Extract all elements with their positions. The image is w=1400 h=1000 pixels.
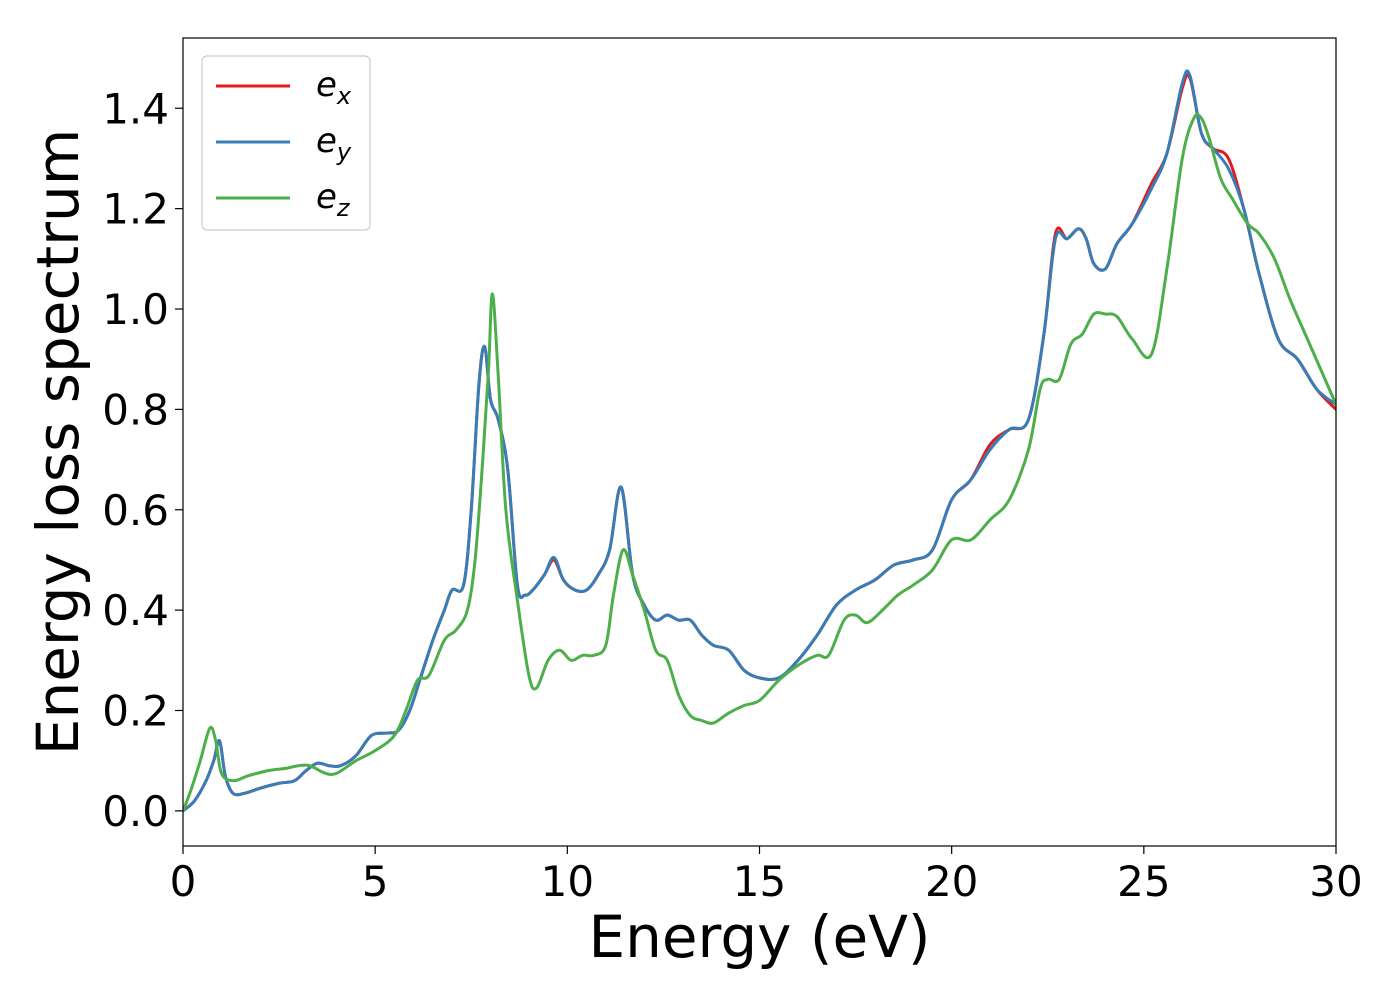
y-tick-label: 1.2 (102, 185, 169, 234)
x-tick-label: 0 (170, 857, 197, 906)
legend-label-e-y: ey (316, 121, 352, 166)
y-tick-label: 0.8 (102, 385, 169, 434)
y-tick-label: 0.6 (102, 486, 169, 535)
x-tick-label: 5 (362, 857, 389, 906)
legend-label-e-z: ez (316, 177, 351, 222)
y-tick-label: 0.2 (102, 686, 169, 735)
y-tick-label: 1.0 (102, 285, 169, 334)
x-tick-label: 10 (541, 857, 594, 906)
y-tick-label: 1.4 (102, 84, 169, 133)
x-tick-label: 30 (1309, 857, 1362, 906)
legend: ex ey ez (201, 55, 371, 231)
y-axis-ticks: 0.0 0.2 0.4 0.6 0.8 1.0 1.2 1.4 (102, 84, 183, 836)
x-tick-label: 25 (1117, 857, 1170, 906)
x-axis-ticks: 0 5 10 15 20 25 30 (170, 846, 1363, 906)
x-axis-title: Energy (eV) (588, 903, 930, 971)
x-tick-label: 15 (733, 857, 786, 906)
y-tick-label: 0.4 (102, 586, 169, 635)
y-axis-title: Energy loss spectrum (24, 129, 92, 755)
series-line-e-y (183, 69, 1336, 813)
series-line-e-z (183, 112, 1336, 813)
series-layer (183, 69, 1336, 813)
legend-label-e-x: ex (316, 65, 352, 110)
y-tick-label: 0.0 (102, 787, 169, 836)
x-tick-label: 20 (925, 857, 978, 906)
